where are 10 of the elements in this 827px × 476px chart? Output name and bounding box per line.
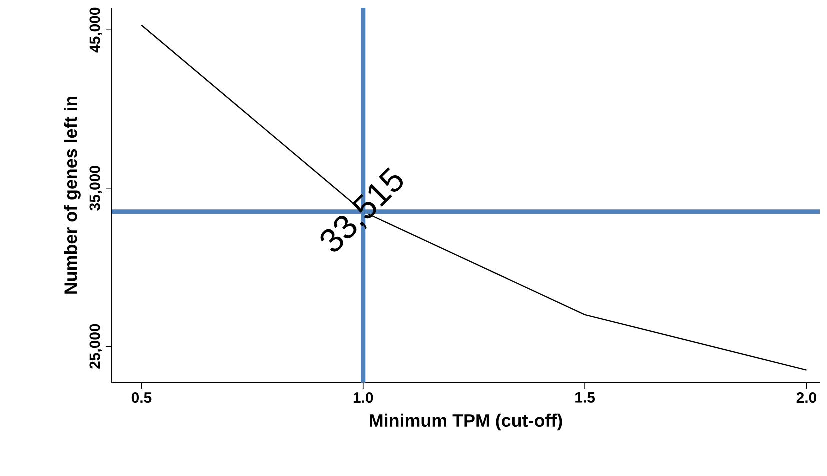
x-tick-label: 2.0: [796, 392, 816, 404]
x-tick-label: 1.0: [354, 392, 374, 404]
y-axis-title: Number of genes left in: [64, 96, 81, 294]
x-tick-label: 0.5: [132, 392, 152, 404]
x-tick-label: 1.5: [576, 392, 596, 403]
x-axis-title: Minimum TPM (cut-off): [370, 414, 562, 431]
line-series: [141, 24, 808, 371]
y-tick-label: 45,000: [90, 8, 102, 53]
y-tick-label: 25,000: [90, 324, 102, 369]
y-tick-label: 35,000: [90, 166, 102, 211]
